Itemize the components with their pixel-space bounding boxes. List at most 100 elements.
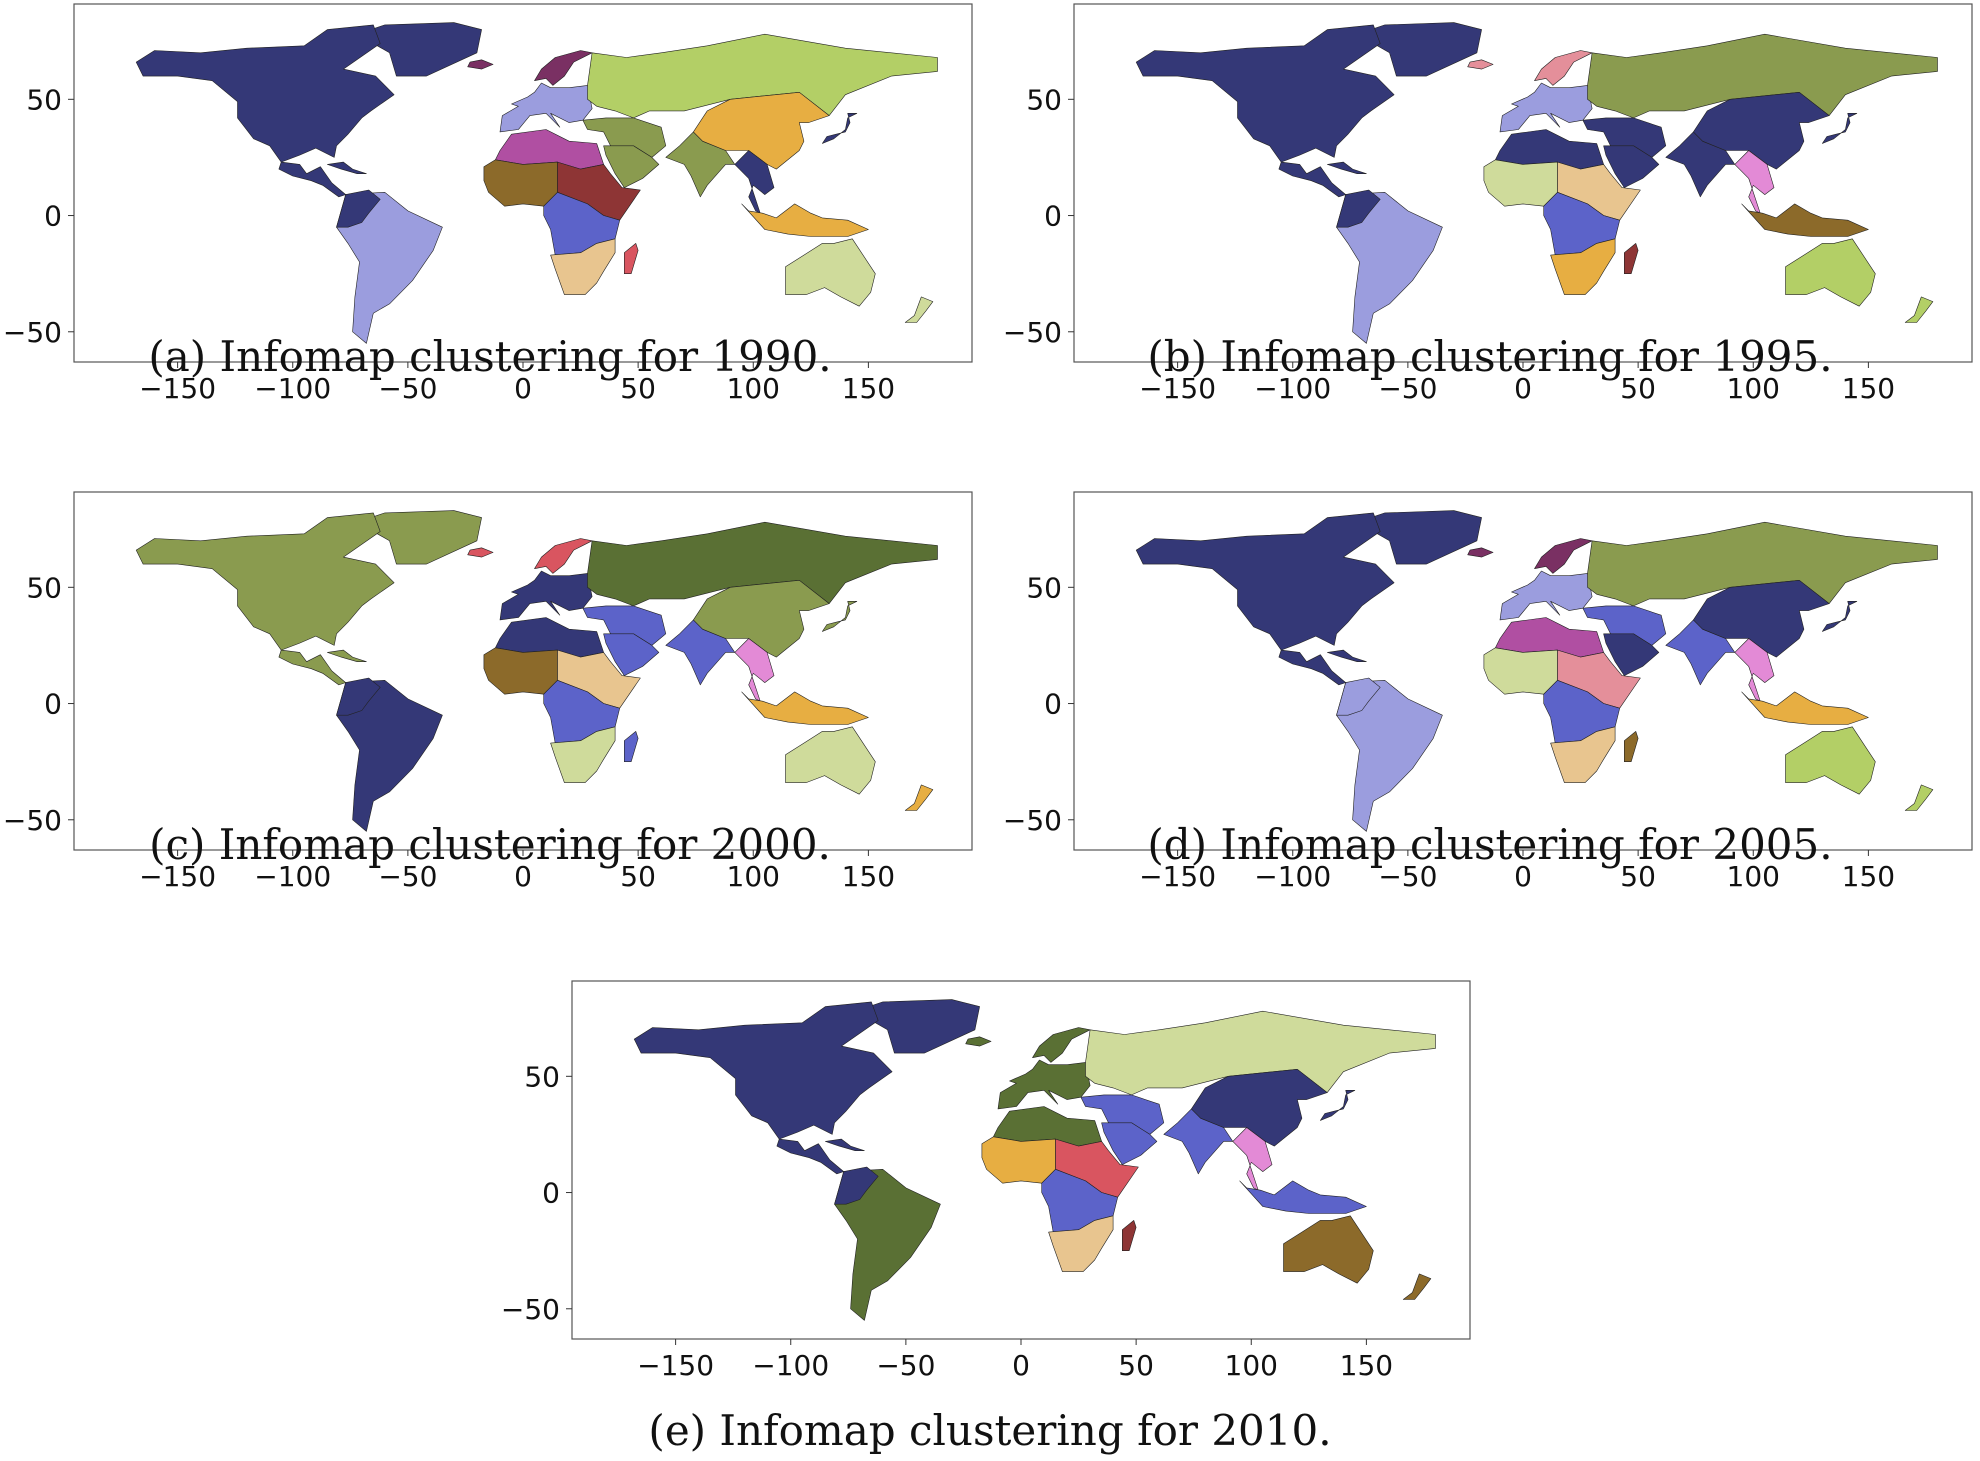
y-tick-label: 0	[1044, 200, 1062, 233]
x-tick-label: 100	[1727, 860, 1780, 893]
x-tick-label: −50	[378, 860, 437, 893]
x-tick-label: −50	[1378, 372, 1437, 405]
region-caribbean	[326, 161, 367, 174]
region-indonesia	[1741, 203, 1869, 237]
map-panel-2000: −150 −100 −50 0 50 100 150 50 0 −50	[0, 488, 980, 893]
region-iceland	[1467, 59, 1494, 70]
region-se-asia	[1734, 638, 1775, 702]
x-tick-label: 150	[842, 372, 895, 405]
region-iceland	[1467, 547, 1494, 558]
region-iceland	[467, 547, 494, 558]
y-tick-label: −50	[1003, 316, 1062, 349]
world-map-1995: −150 −100 −50 0 50 100 150 50 0 −50	[1003, 3, 1973, 405]
region-japan	[1821, 601, 1858, 632]
region-central-america	[776, 1138, 845, 1175]
region-china	[1693, 580, 1830, 658]
region-north-america	[1135, 512, 1395, 651]
region-arabia	[1101, 1122, 1158, 1165]
region-greenland	[1356, 22, 1482, 77]
region-iceland	[467, 59, 494, 70]
y-tick-label: 0	[542, 1177, 560, 1210]
region-southern-africa	[1048, 1215, 1114, 1272]
y-tick-label: 0	[44, 200, 62, 233]
region-caribbean	[824, 1138, 865, 1151]
region-madagascar	[1623, 731, 1639, 763]
caption-1995: (b) Infomap clustering for 1995.	[1147, 332, 1833, 381]
region-south-america-nw	[336, 189, 381, 228]
map-panel-1995: −150 −100 −50 0 50 100 150 50 0 −50	[1000, 0, 1980, 405]
region-russia	[1587, 33, 1938, 119]
region-russia	[587, 521, 938, 607]
x-tick-label: 50	[1118, 1349, 1154, 1382]
region-madagascar	[623, 243, 639, 275]
region-southern-africa	[1550, 238, 1616, 295]
region-north-america	[1135, 24, 1395, 163]
x-tick-label: 150	[1842, 372, 1895, 405]
region-greenland	[356, 510, 482, 565]
region-russia	[1085, 1010, 1436, 1096]
x-tick-label: −100	[1254, 372, 1331, 405]
y-tick-label: 0	[1044, 688, 1062, 721]
x-tick-label: 50	[1620, 860, 1656, 893]
region-iceland	[965, 1036, 992, 1047]
x-tick-label: −150	[1139, 860, 1216, 893]
x-tick-label: 0	[514, 372, 532, 405]
region-australia	[1785, 726, 1876, 795]
x-tick-label: 150	[842, 860, 895, 893]
region-arabia	[1603, 633, 1660, 676]
x-tick-label: 150	[1842, 860, 1895, 893]
region-china	[693, 580, 830, 658]
x-tick-label: −150	[139, 372, 216, 405]
region-southern-africa	[550, 238, 616, 295]
region-australia	[785, 726, 876, 795]
region-russia	[587, 33, 938, 119]
region-greenland	[854, 999, 980, 1054]
caption-2000: (c) Infomap clustering for 2000.	[149, 820, 831, 869]
x-tick-label: −100	[1254, 860, 1331, 893]
region-central-america	[278, 649, 347, 686]
region-se-asia	[734, 150, 775, 214]
region-caribbean	[1326, 161, 1367, 174]
region-se-asia	[1232, 1127, 1273, 1191]
region-india	[665, 131, 736, 198]
region-new-zealand	[1904, 296, 1934, 323]
region-north-america	[135, 24, 395, 163]
region-south-america	[336, 680, 443, 832]
x-tick-label: 100	[727, 860, 780, 893]
x-tick-label: 100	[1727, 372, 1780, 405]
region-greenland	[1356, 510, 1482, 565]
x-tick-label: 100	[727, 372, 780, 405]
region-india	[1163, 1108, 1234, 1175]
y-tick-label: 50	[26, 571, 62, 604]
x-tick-label: 0	[1514, 860, 1532, 893]
region-arabia	[603, 145, 660, 188]
region-new-zealand	[1402, 1273, 1432, 1300]
x-tick-label: −100	[254, 860, 331, 893]
map-panel-2010: −150 −100 −50 0 50 100 150 50 0 −50	[498, 977, 1478, 1382]
region-madagascar	[1623, 243, 1639, 275]
y-tick-label: −50	[1003, 804, 1062, 837]
region-caribbean	[326, 649, 367, 662]
region-scandinavia	[1032, 1027, 1091, 1063]
region-australia	[1785, 238, 1876, 307]
region-south-america	[1336, 680, 1443, 832]
x-tick-label: −100	[254, 372, 331, 405]
y-tick-label: −50	[3, 804, 62, 837]
region-north-america	[633, 1001, 893, 1140]
x-tick-label: 0	[514, 860, 532, 893]
region-new-zealand	[904, 296, 934, 323]
y-tick-label: −50	[3, 316, 62, 349]
region-japan	[1319, 1090, 1356, 1121]
region-scandinavia	[1534, 538, 1593, 574]
region-russia	[1587, 521, 1938, 607]
region-southern-africa	[1550, 726, 1616, 783]
region-china	[693, 92, 830, 170]
region-southern-africa	[550, 726, 616, 783]
region-japan	[1821, 113, 1858, 144]
x-tick-label: 100	[1225, 1349, 1278, 1382]
y-tick-label: 50	[524, 1060, 560, 1093]
region-south-america-nw	[1336, 189, 1381, 228]
x-tick-label: −100	[752, 1349, 829, 1382]
caption-1990: (a) Infomap clustering for 1990.	[148, 332, 832, 381]
y-tick-label: 0	[44, 688, 62, 721]
